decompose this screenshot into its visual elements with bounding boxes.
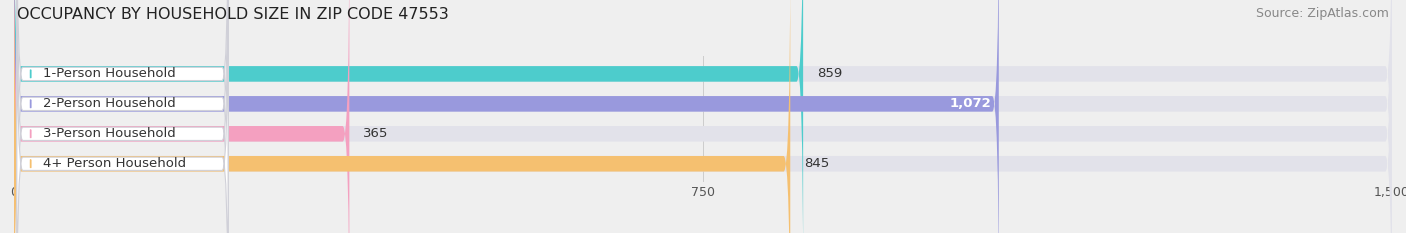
Text: Source: ZipAtlas.com: Source: ZipAtlas.com (1256, 7, 1389, 20)
Text: 1,072: 1,072 (949, 97, 991, 110)
FancyBboxPatch shape (14, 0, 790, 233)
FancyBboxPatch shape (14, 0, 1392, 233)
FancyBboxPatch shape (14, 0, 998, 233)
FancyBboxPatch shape (14, 0, 1392, 233)
Text: 1-Person Household: 1-Person Household (44, 67, 176, 80)
Text: 365: 365 (363, 127, 388, 140)
FancyBboxPatch shape (17, 0, 228, 233)
Text: 4+ Person Household: 4+ Person Household (44, 157, 187, 170)
FancyBboxPatch shape (14, 0, 349, 233)
FancyBboxPatch shape (17, 0, 228, 233)
Text: 3-Person Household: 3-Person Household (44, 127, 176, 140)
Text: OCCUPANCY BY HOUSEHOLD SIZE IN ZIP CODE 47553: OCCUPANCY BY HOUSEHOLD SIZE IN ZIP CODE … (17, 7, 449, 22)
FancyBboxPatch shape (17, 0, 228, 233)
Text: 2-Person Household: 2-Person Household (44, 97, 176, 110)
FancyBboxPatch shape (14, 0, 803, 233)
Text: 859: 859 (817, 67, 842, 80)
FancyBboxPatch shape (14, 0, 1392, 233)
FancyBboxPatch shape (14, 0, 1392, 233)
Text: 845: 845 (804, 157, 830, 170)
FancyBboxPatch shape (17, 0, 228, 233)
